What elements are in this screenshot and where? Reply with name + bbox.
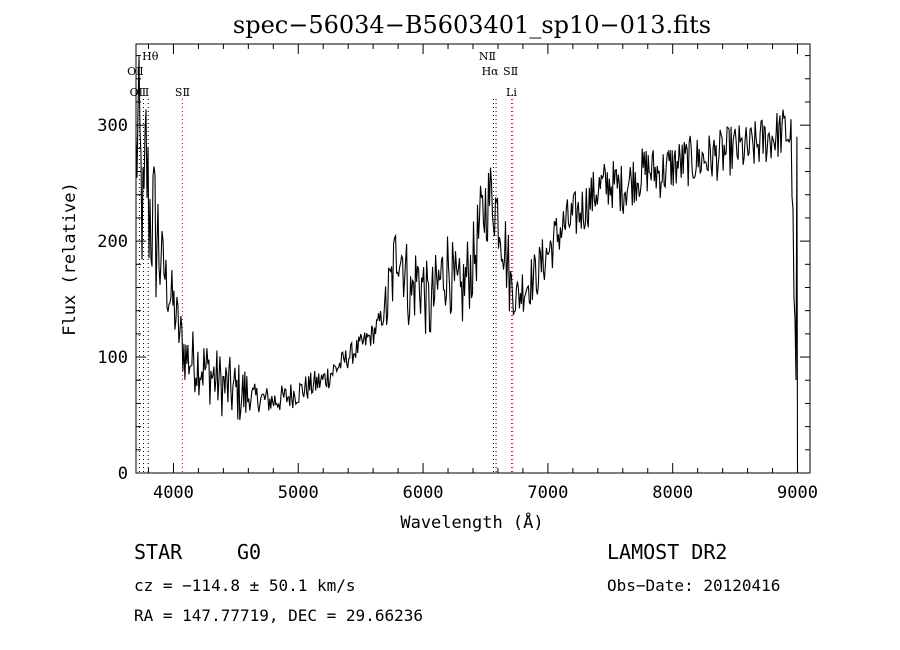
line-marker-label: NⅡ (479, 50, 496, 63)
y-tick-labels: 0 100 200 300 (97, 116, 128, 484)
observation-date: Obs−Date: 20120416 (607, 576, 780, 595)
x-tick-label: 5000 (278, 483, 319, 503)
survey-name: LAMOST DR2 (607, 540, 727, 564)
x-tick-label: 9000 (777, 483, 818, 503)
y-tick-label: 100 (97, 348, 128, 368)
x-tick-label: 6000 (403, 483, 444, 503)
line-marker-label: Li (506, 86, 517, 99)
y-tick-label: 0 (118, 464, 128, 484)
line-marker-label: Hα (482, 65, 500, 78)
chart-title: spec−56034−B5603401_sp10−013.fits (233, 11, 711, 39)
object-class: STAR (134, 540, 183, 564)
x-tick-label: 7000 (527, 483, 568, 503)
axis-ticks (136, 44, 810, 474)
x-tick-labels: 4000 5000 6000 7000 8000 9000 (153, 483, 818, 503)
line-marker-label: Hθ (142, 50, 159, 63)
coordinates: RA = 147.77719, DEC = 29.66236 (134, 606, 423, 625)
spectrum-series-line (135, 56, 799, 474)
object-subclass: G0 (237, 540, 261, 564)
y-tick-label: 200 (97, 232, 128, 252)
y-tick-label: 300 (97, 116, 128, 136)
x-axis-label: Wavelength (Å) (400, 511, 543, 533)
line-marker-label: OⅡ (127, 65, 144, 78)
y-axis-label: Flux (relative) (60, 182, 80, 336)
line-marker-label: SⅡ (503, 65, 518, 78)
x-tick-label: 8000 (652, 483, 693, 503)
line-marker-label: SⅡ (175, 86, 190, 99)
redshift-info: cz = −114.8 ± 50.1 km/s (134, 576, 356, 595)
x-tick-label: 4000 (153, 483, 194, 503)
